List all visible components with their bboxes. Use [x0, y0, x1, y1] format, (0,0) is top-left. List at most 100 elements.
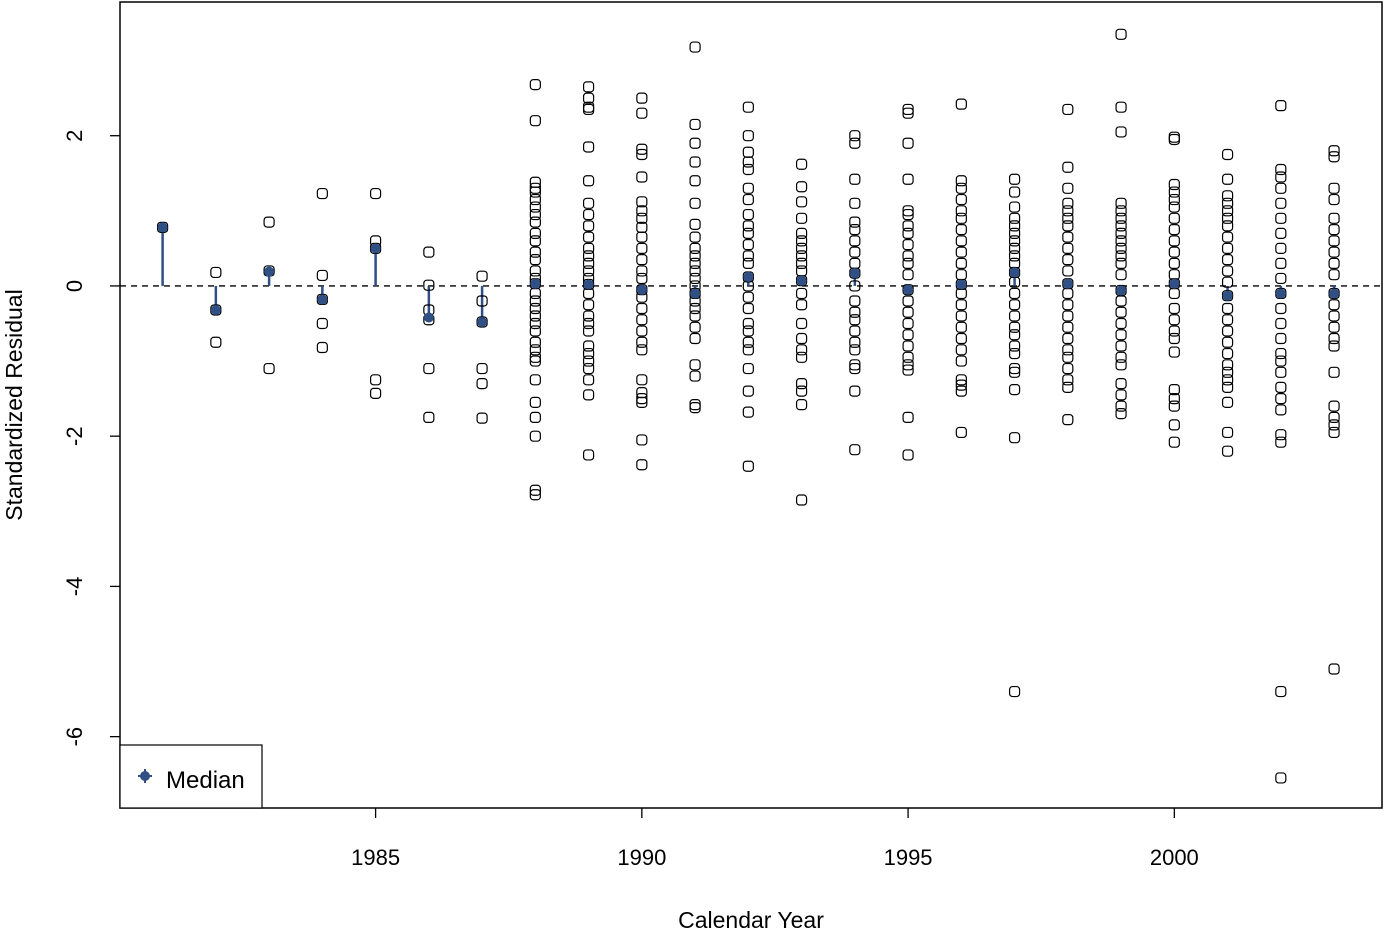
residual-point [1168, 212, 1180, 224]
x-tick-label: 1995 [884, 845, 933, 870]
x-tick-label: 2000 [1150, 845, 1199, 870]
residual-point [1168, 332, 1180, 345]
residual-point [1115, 101, 1127, 113]
residual-point [636, 393, 648, 405]
residual-point [529, 227, 541, 239]
residual-point [1275, 100, 1287, 112]
residual-point [902, 269, 914, 281]
residual-point [1062, 310, 1074, 322]
residual-point [529, 489, 541, 501]
residual-point [1008, 220, 1021, 232]
residual-point [955, 374, 967, 386]
residual-point [1008, 287, 1021, 300]
residual-point [689, 321, 701, 333]
residual-point [1115, 340, 1127, 352]
residual-point [689, 218, 701, 230]
residual-point [529, 355, 541, 367]
residual-point [849, 280, 861, 292]
residual-point [636, 254, 648, 266]
residual-point [742, 163, 754, 176]
residual-point [1168, 287, 1180, 300]
residual-point [1275, 366, 1287, 378]
residual-point [1115, 408, 1127, 420]
residual-point [582, 208, 595, 221]
residual-point [636, 143, 648, 155]
residual-point [689, 137, 701, 149]
residual-point [1328, 193, 1340, 206]
residual-point [1328, 340, 1340, 352]
residual-point [1008, 299, 1021, 311]
residual-point [902, 411, 914, 423]
residual-point [582, 257, 595, 270]
residual-point [1221, 231, 1234, 243]
residual-point [1328, 310, 1340, 322]
residual-point [529, 344, 541, 356]
residual-point [955, 257, 967, 270]
residual-point [1168, 314, 1180, 326]
residual-point [1328, 321, 1340, 333]
residual-point [529, 193, 541, 206]
residual-point [529, 79, 541, 91]
residual-point [742, 302, 754, 315]
residual-point [955, 246, 967, 258]
residual-point [1328, 400, 1340, 412]
residual-point [902, 317, 914, 330]
residual-point [902, 364, 914, 376]
residual-point [849, 224, 861, 236]
residual-point [1062, 212, 1074, 224]
residual-point [1115, 351, 1127, 363]
residual-point [795, 332, 808, 345]
residual-point [1221, 220, 1234, 232]
residual-point [582, 340, 595, 352]
residual-point [636, 325, 648, 337]
residual-point [902, 227, 914, 239]
residual-point [955, 299, 967, 311]
residual-point [636, 396, 648, 408]
residual-point [1328, 411, 1340, 423]
residual-point [1008, 235, 1021, 247]
residual-point [1328, 151, 1340, 163]
residual-point [795, 158, 808, 170]
residual-point [689, 231, 701, 243]
residual-point [849, 444, 861, 456]
median-point [157, 222, 168, 233]
residual-point [1275, 242, 1287, 254]
residual-point [1168, 384, 1180, 396]
residual-point [1221, 302, 1234, 315]
residual-point [1221, 265, 1234, 277]
residual-point [423, 411, 435, 423]
residual-point [582, 92, 595, 104]
residual-point [902, 137, 914, 149]
residual-point [1062, 197, 1074, 209]
residual-point [529, 287, 541, 300]
residual-point [582, 220, 595, 232]
residual-point [1115, 400, 1127, 412]
residual-point [1008, 186, 1021, 198]
residual-point [955, 310, 967, 322]
residual-point [1221, 205, 1234, 217]
residual-point [1275, 272, 1287, 285]
x-axis: 1985 1990 1995 2000 [351, 808, 1199, 870]
residual-point [902, 359, 914, 371]
median-point [1275, 288, 1286, 299]
residual-point [529, 336, 541, 348]
residual-point [849, 385, 861, 397]
residual-point [955, 182, 967, 194]
residual-point [316, 187, 328, 200]
residual-point [263, 216, 275, 228]
residual-point [742, 325, 754, 337]
residual-point [210, 336, 222, 348]
residual-point [636, 107, 648, 119]
residual-point [582, 347, 595, 360]
residual-point [1328, 663, 1340, 675]
median-point [423, 312, 434, 323]
residual-point [742, 250, 754, 262]
residual-point [955, 98, 967, 110]
residual-point [742, 130, 754, 142]
residual-point [1328, 269, 1340, 281]
median-point [903, 284, 914, 295]
residual-point [902, 239, 914, 251]
residual-point [316, 341, 328, 354]
residual-point [1221, 336, 1234, 348]
residual-point [636, 171, 648, 183]
